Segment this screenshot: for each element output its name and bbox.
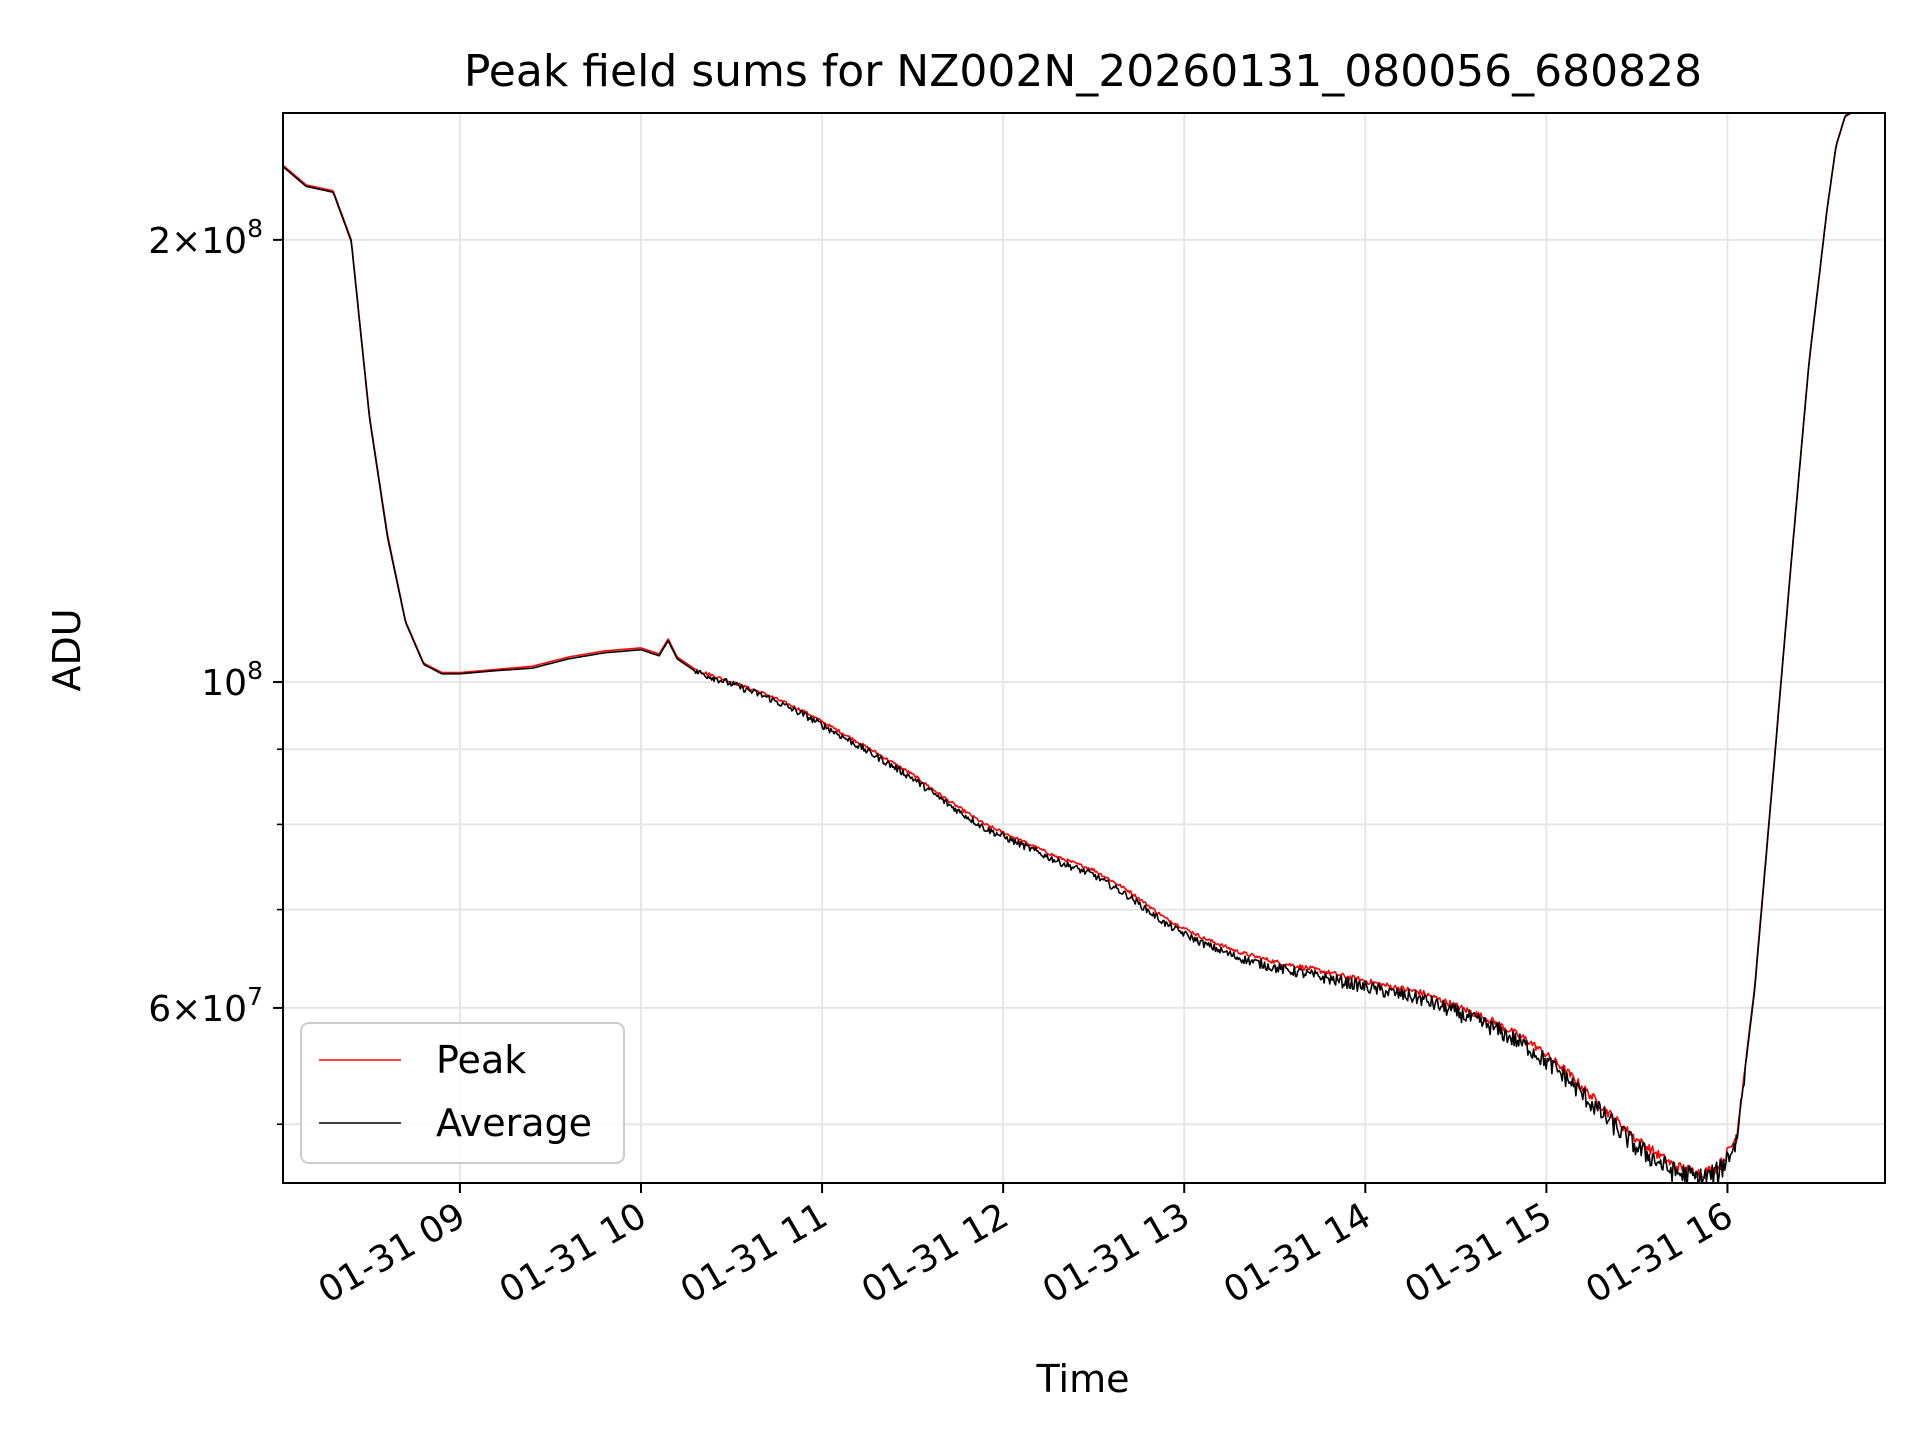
chart-title: Peak field sums for NZ002N_20260131_0800… — [464, 46, 1702, 97]
y-axis-ticks: 6×107 108 2×108 — [148, 214, 283, 1126]
legend: Peak Average — [300, 1022, 625, 1164]
y-tick-label: 6×107 — [148, 982, 263, 1030]
grid — [283, 113, 1885, 1183]
series-line-average — [283, 113, 1853, 1183]
y-tick-label: 108 — [201, 656, 263, 704]
series-layer — [283, 113, 1853, 1183]
x-axis-label: Time — [1036, 1357, 1130, 1401]
legend-box — [300, 1022, 625, 1164]
y-axis-label: ADU — [45, 608, 89, 691]
y-tick-label: 2×108 — [148, 214, 263, 262]
legend-label-average: Average — [436, 1101, 592, 1145]
legend-label-peak: Peak — [436, 1038, 526, 1082]
plot-frame — [282, 112, 1886, 1184]
